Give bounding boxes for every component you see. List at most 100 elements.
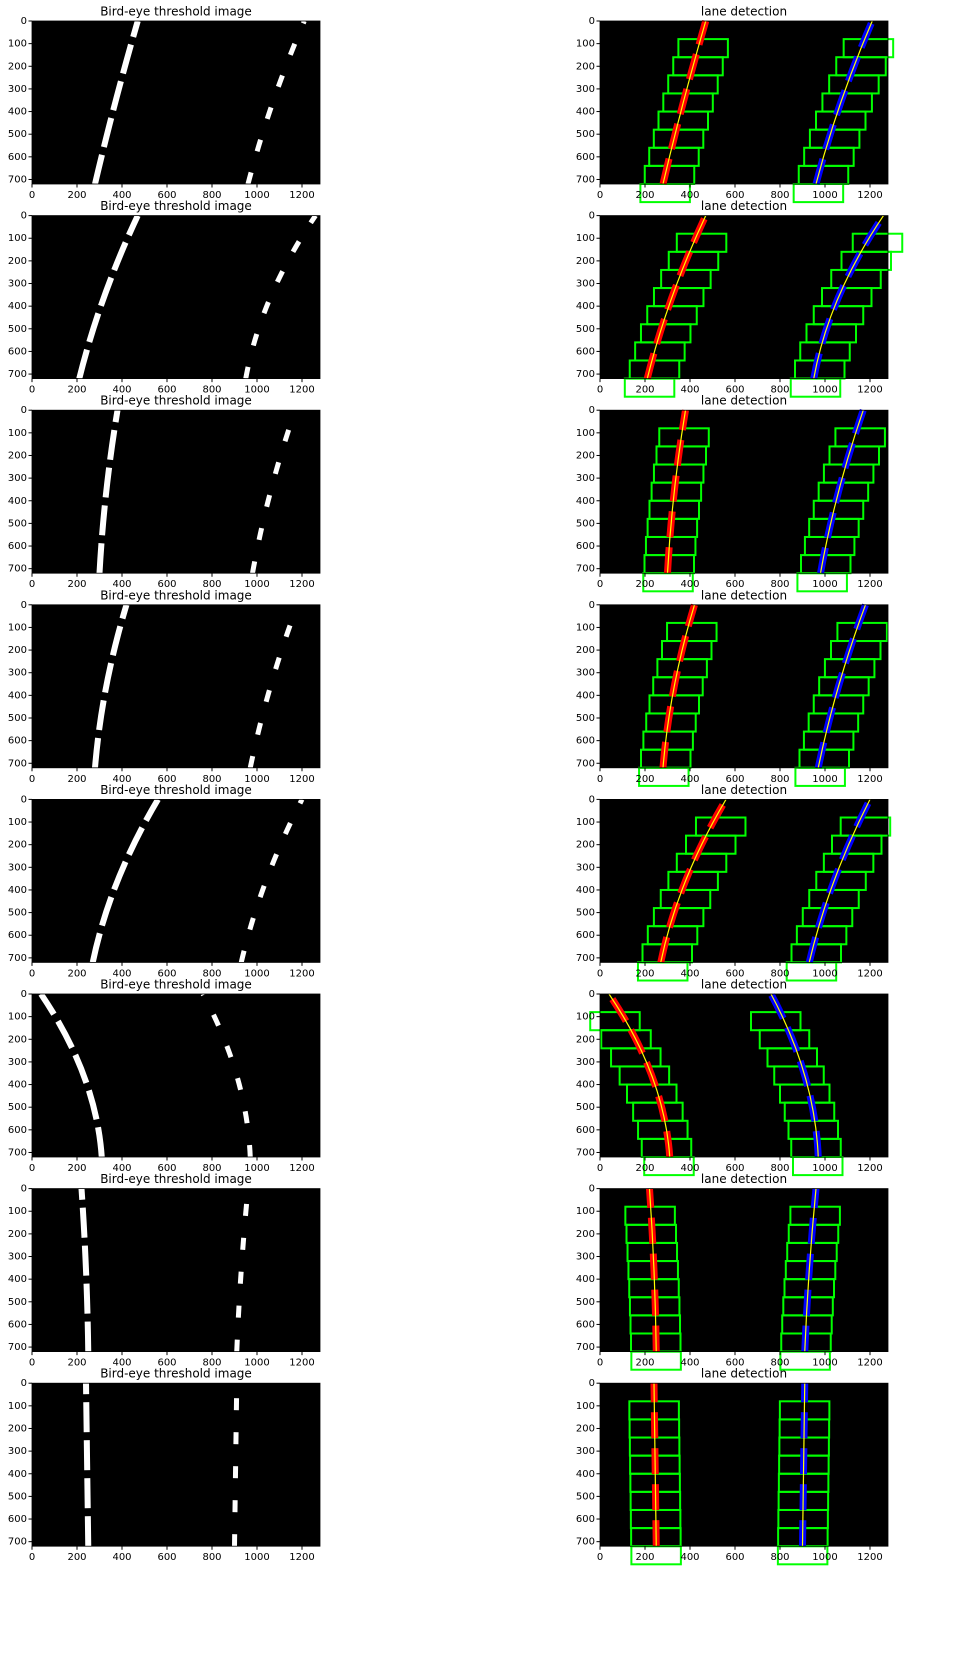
x-tick-label: 0 xyxy=(597,1163,603,1174)
x-tick-label: 0 xyxy=(29,190,35,201)
panel-image xyxy=(600,213,904,398)
y-tick-label: 200 xyxy=(8,61,27,72)
y-tick-label: 100 xyxy=(576,428,595,439)
x-tick-label: 1200 xyxy=(289,385,314,396)
y-tick-label: 100 xyxy=(8,1012,27,1023)
x-tick-label: 1200 xyxy=(857,1163,882,1174)
y-tick-label: 600 xyxy=(8,1125,27,1136)
y-tick-label: 0 xyxy=(589,405,595,416)
panel-title: Bird-eye threshold image xyxy=(100,588,252,602)
x-tick-label: 1200 xyxy=(857,190,882,201)
y-tick-label: 300 xyxy=(576,1252,595,1263)
image-background xyxy=(600,215,888,379)
y-tick-label: 400 xyxy=(8,690,27,701)
y-tick-label: 0 xyxy=(589,1184,595,1195)
lane-pixels xyxy=(38,992,105,1158)
axes-frame xyxy=(599,799,889,963)
x-tick-label: 200 xyxy=(67,190,86,201)
x-tick-label: 200 xyxy=(635,579,654,590)
panel-image xyxy=(32,992,320,1158)
x-tick-label: 1000 xyxy=(812,385,837,396)
axes-frame xyxy=(599,1188,889,1352)
x-tick-label: 800 xyxy=(770,579,789,590)
y-tick-label: 100 xyxy=(576,1401,595,1412)
x-tick-label: 200 xyxy=(635,190,654,201)
x-tick-label: 0 xyxy=(597,579,603,590)
x-tick-label: 200 xyxy=(67,385,86,396)
lane-pixels xyxy=(76,214,141,380)
y-tick-label: 400 xyxy=(576,1080,595,1091)
x-tick-label: 600 xyxy=(725,1552,744,1563)
y-tick-label: 700 xyxy=(8,1342,27,1353)
x-tick-label: 800 xyxy=(202,190,221,201)
x-tick-label: 200 xyxy=(635,968,654,979)
y-tick-label: 400 xyxy=(8,1274,27,1285)
panel-title: lane detection xyxy=(701,783,787,797)
y-tick-label: 400 xyxy=(576,496,595,507)
panel-title: Bird-eye threshold image xyxy=(100,199,252,213)
axes-frame xyxy=(599,215,889,380)
x-tick-label: 0 xyxy=(597,774,603,785)
y-tick-label: 300 xyxy=(8,1446,27,1457)
y-tick-label: 100 xyxy=(8,817,27,828)
x-tick-label: 1000 xyxy=(244,1163,269,1174)
y-tick-label: 700 xyxy=(8,953,27,964)
y-tick-label: 100 xyxy=(576,622,595,633)
axes-frame xyxy=(599,20,889,185)
x-tick-label: 0 xyxy=(597,1358,603,1369)
x-tick-label: 400 xyxy=(112,190,131,201)
y-tick-label: 500 xyxy=(8,518,27,529)
x-tick-label: 600 xyxy=(725,579,744,590)
y-tick-label: 700 xyxy=(8,1537,27,1548)
x-tick-label: 800 xyxy=(770,1552,789,1563)
x-tick-label: 800 xyxy=(770,1163,789,1174)
x-tick-label: 1000 xyxy=(244,968,269,979)
image-background xyxy=(600,994,888,1157)
x-tick-label: 1200 xyxy=(289,774,314,785)
image-background xyxy=(600,1383,888,1547)
x-tick-label: 400 xyxy=(112,1552,131,1563)
x-tick-label: 200 xyxy=(635,774,654,785)
y-tick-label: 500 xyxy=(8,908,27,919)
y-tick-label: 100 xyxy=(8,428,27,439)
y-tick-label: 700 xyxy=(8,1147,27,1158)
search-window xyxy=(589,1011,641,1032)
y-tick-label: 300 xyxy=(576,279,595,290)
x-tick-label: 1000 xyxy=(812,968,837,979)
lane-pixels xyxy=(89,797,161,964)
y-tick-label: 200 xyxy=(576,840,595,851)
panel-title: Bird-eye threshold image xyxy=(100,1367,252,1381)
y-tick-label: 300 xyxy=(576,1057,595,1068)
image-background xyxy=(32,994,320,1157)
panel-title: lane detection xyxy=(701,1367,787,1381)
y-tick-label: 600 xyxy=(8,1319,27,1330)
y-tick-label: 600 xyxy=(8,930,27,941)
fit-line xyxy=(660,799,727,963)
y-tick-label: 300 xyxy=(576,84,595,95)
lane-pixels xyxy=(234,1188,251,1352)
x-tick-label: 1000 xyxy=(244,1552,269,1563)
y-tick-label: 500 xyxy=(576,129,595,140)
panel-title: Bird-eye threshold image xyxy=(100,978,252,992)
y-tick-label: 100 xyxy=(8,622,27,633)
x-tick-label: 0 xyxy=(29,1552,35,1563)
panel-image xyxy=(600,603,888,787)
x-tick-label: 200 xyxy=(67,1163,86,1174)
x-tick-label: 0 xyxy=(597,968,603,979)
y-tick-label: 600 xyxy=(8,346,27,357)
y-tick-label: 300 xyxy=(576,862,595,873)
lane-pixels xyxy=(232,1383,240,1547)
panel-title: Bird-eye threshold image xyxy=(100,5,252,19)
panel-image xyxy=(589,992,888,1177)
x-tick-label: 200 xyxy=(67,1358,86,1369)
y-tick-label: 300 xyxy=(8,279,27,290)
image-background xyxy=(32,21,320,184)
y-tick-label: 500 xyxy=(576,518,595,529)
fit-line xyxy=(666,410,687,574)
x-tick-label: 400 xyxy=(680,385,699,396)
y-tick-label: 500 xyxy=(8,1491,27,1502)
x-tick-label: 1200 xyxy=(857,385,882,396)
y-tick-label: 200 xyxy=(8,450,27,461)
x-tick-label: 1200 xyxy=(289,190,314,201)
x-tick-label: 800 xyxy=(770,968,789,979)
